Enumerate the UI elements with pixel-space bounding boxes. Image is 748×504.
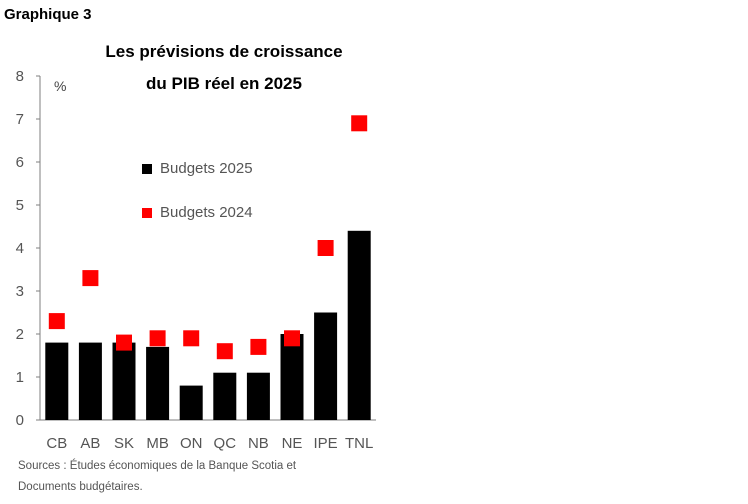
y-axis-unit-label: % (54, 78, 67, 94)
source-note-line-2: Documents budgétaires. (18, 481, 143, 493)
x-tick-label-qc: QC (214, 435, 237, 452)
bar-budgets-2025-mb (146, 346, 170, 420)
bar-budgets-2025-tnl (347, 230, 371, 420)
y-tick-label-8: 8 (16, 68, 24, 85)
x-tick-label-nb: NB (248, 435, 269, 452)
legend-label-budgets-2024: Budgets 2024 (160, 204, 253, 221)
y-tick-label-4: 4 (16, 240, 24, 257)
x-tick-label-ne: NE (282, 435, 303, 452)
y-tick-label-2: 2 (16, 326, 24, 343)
marker-budgets-2024-cb (48, 313, 65, 330)
y-tick-label-5: 5 (16, 197, 24, 214)
chart-header-label: Graphique 3 (4, 6, 92, 23)
marker-budgets-2024-mb (149, 330, 166, 347)
y-tick-label-6: 6 (16, 154, 24, 171)
y-tick-label-0: 0 (16, 412, 24, 429)
marker-budgets-2024-sk (116, 334, 132, 351)
bar-budgets-2025-cb (45, 342, 69, 420)
x-tick-label-mb: MB (146, 435, 169, 452)
x-tick-label-tnl: TNL (345, 435, 373, 452)
legend-item-budgets-2025: Budgets 2025 (142, 160, 253, 177)
legend-swatch-budgets-2025 (142, 163, 152, 174)
chart-title-line-1: Les prévisions de croissance (105, 42, 343, 61)
x-tick-label-cb: CB (46, 435, 67, 452)
legend-item-budgets-2024: Budgets 2024 (142, 204, 253, 221)
legend-swatch-budgets-2024 (142, 207, 152, 218)
x-tick-label-ab: AB (80, 435, 100, 452)
marker-budgets-2024-ab (82, 270, 99, 287)
source-note-line-1: Sources : Études économiques de la Banqu… (18, 460, 297, 472)
bar-budgets-2025-ipe (314, 312, 338, 420)
y-tick-label-1: 1 (16, 369, 24, 386)
bar-budgets-2025-ne (280, 334, 304, 420)
marker-budgets-2024-qc (216, 343, 233, 360)
marker-budgets-2024-on (183, 330, 200, 347)
bar-budgets-2025-on (179, 385, 203, 420)
bar-budgets-2025-nb (246, 372, 270, 420)
chart-title-line-2: du PIB réel en 2025 (146, 74, 302, 93)
x-tick-label-ipe: IPE (314, 435, 338, 452)
marker-budgets-2024-ne (284, 330, 300, 347)
x-tick-label-sk: SK (114, 435, 134, 452)
marker-budgets-2024-ipe (317, 240, 334, 256)
bar-budgets-2025-qc (213, 372, 237, 420)
marker-budgets-2024-tnl (351, 115, 368, 132)
x-tick-label-on: ON (180, 435, 203, 452)
legend-label-budgets-2025: Budgets 2025 (160, 160, 253, 177)
marker-budgets-2024-nb (250, 338, 267, 355)
y-tick-label-3: 3 (16, 283, 24, 300)
bar-budgets-2025-ab (78, 342, 102, 420)
bar-budgets-2025-sk (112, 342, 136, 420)
y-tick-label-7: 7 (16, 111, 24, 128)
